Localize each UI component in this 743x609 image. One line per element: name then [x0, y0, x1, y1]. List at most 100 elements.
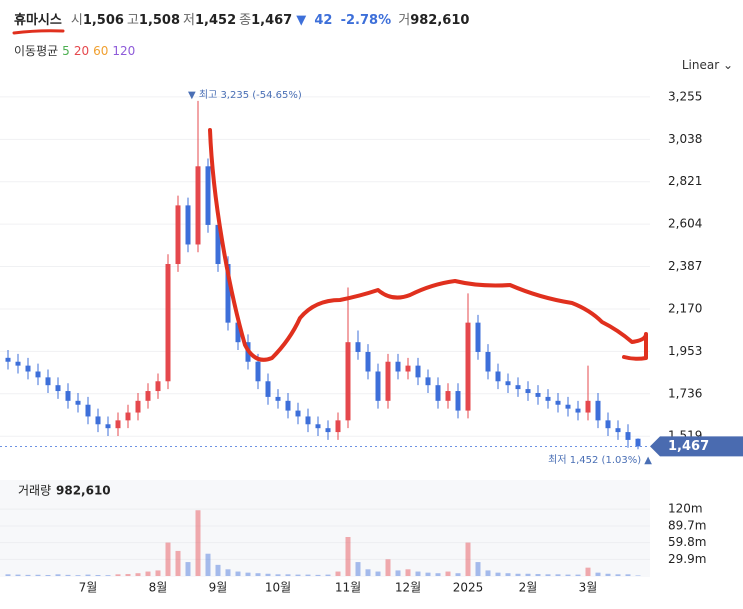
volume-bar — [45, 574, 51, 576]
candle-body — [75, 400, 81, 405]
volume-bar — [285, 574, 291, 576]
volume-bar — [65, 574, 71, 576]
volume-bar — [605, 573, 611, 576]
x-tick-label: 9월 — [209, 581, 228, 595]
candle-body — [615, 428, 621, 433]
volume-bar — [195, 510, 201, 576]
ma-label: 이동평균 — [14, 44, 59, 58]
candle-body — [385, 361, 391, 401]
field-value: 1,467 — [251, 13, 293, 28]
candle-body — [175, 205, 181, 265]
volume-title-value: 982,610 — [56, 484, 111, 498]
field-label: 고 — [126, 13, 139, 28]
volume-label: 거 — [398, 13, 411, 28]
y-tick-label: 3,255 — [668, 89, 702, 103]
y-tick-label: 2,387 — [668, 259, 702, 273]
volume-bar — [505, 573, 511, 576]
x-tick-label: 12월 — [395, 581, 421, 595]
volume-bar — [555, 574, 561, 576]
stock-name: 휴마시스 — [14, 13, 62, 28]
header: 휴마시스 시1,506 고1,508 저1,452 종1,467 ▼ 42 -2.78% … — [14, 9, 469, 28]
volume-bar — [95, 574, 101, 576]
candle-body — [135, 400, 141, 413]
volume-bar — [215, 564, 221, 576]
volume-bar — [305, 574, 311, 576]
volume-bar — [85, 574, 91, 576]
candle-body — [195, 166, 201, 245]
volume-bar — [575, 574, 581, 576]
volume-pane — [0, 480, 650, 577]
candle-body — [595, 400, 601, 421]
candle-body — [105, 424, 111, 429]
volume-tick-label: 89.7m — [668, 519, 706, 533]
candle-body — [155, 381, 161, 392]
x-tick-label: 2025 — [453, 581, 484, 595]
volume-bar — [515, 573, 521, 576]
candle-body — [325, 428, 331, 433]
candle-body — [65, 391, 71, 401]
volume-bar — [565, 574, 571, 576]
ma-period: 20 — [73, 44, 90, 58]
fields: 시1,506 고1,508 저1,452 종1,467 — [68, 13, 292, 28]
volume-bar — [455, 573, 461, 576]
candle-body — [275, 396, 281, 401]
change: 42 — [314, 13, 333, 28]
volume-bar — [145, 571, 151, 576]
trend-annotation — [208, 128, 648, 362]
x-tick-label: 2월 — [519, 581, 538, 595]
volume-bar — [395, 570, 401, 576]
candle-body — [85, 404, 91, 417]
volume-bar — [595, 572, 601, 576]
volume-bar — [15, 574, 21, 576]
y-tick-label: 3,038 — [668, 132, 702, 146]
volume-bar — [185, 562, 191, 576]
candle-body — [415, 365, 421, 378]
volume-bar — [625, 574, 631, 576]
field-value: 1,508 — [138, 13, 181, 28]
high-annotation: ▼ 최고 3,235 (-54.65%) — [188, 89, 302, 101]
volume-bar — [55, 574, 61, 576]
volume-bar — [75, 575, 81, 576]
candle-body — [635, 438, 641, 447]
volume-bar — [345, 537, 351, 576]
volume-bar — [495, 572, 501, 576]
volume-bar — [585, 567, 591, 576]
candle-body — [235, 322, 241, 343]
candle-body — [185, 205, 191, 245]
volume-tick-label: 120m — [668, 502, 703, 516]
change-pct: -2.78% — [340, 13, 392, 28]
candle-body — [425, 377, 431, 386]
candle-body — [165, 264, 171, 382]
candle-body — [335, 420, 341, 433]
volume-bar — [355, 562, 361, 576]
volume-bar — [635, 575, 641, 576]
last-price-box — [650, 436, 743, 457]
volume-bar — [325, 574, 331, 576]
candle-body — [315, 424, 321, 429]
candle-body — [455, 391, 461, 411]
scale-mode[interactable]: Linear ⌄ — [681, 58, 733, 72]
candle-body — [355, 342, 361, 352]
candle-body — [255, 361, 261, 382]
volume-bar — [5, 574, 11, 576]
candle-body — [505, 381, 511, 386]
field-label: 종 — [239, 13, 252, 28]
candle-body — [535, 393, 541, 397]
volume-value: 982,610 — [410, 13, 470, 28]
candle-body — [115, 420, 121, 429]
ma-legend: 이동평균 5 20 60 120 — [14, 42, 135, 59]
candle-body — [45, 377, 51, 386]
candle-body — [555, 400, 561, 405]
candle-body — [465, 322, 471, 411]
candle-body — [285, 400, 291, 411]
volume-bar — [315, 574, 321, 576]
volume-tick-label: 59.8m — [668, 535, 706, 549]
candle-body — [435, 385, 441, 401]
volume-bar — [135, 573, 141, 576]
x-tick-label: 3월 — [579, 581, 598, 595]
candle-body — [205, 166, 211, 225]
volume-bar — [435, 573, 441, 576]
volume-bar — [205, 553, 211, 576]
candle-body — [35, 371, 41, 378]
